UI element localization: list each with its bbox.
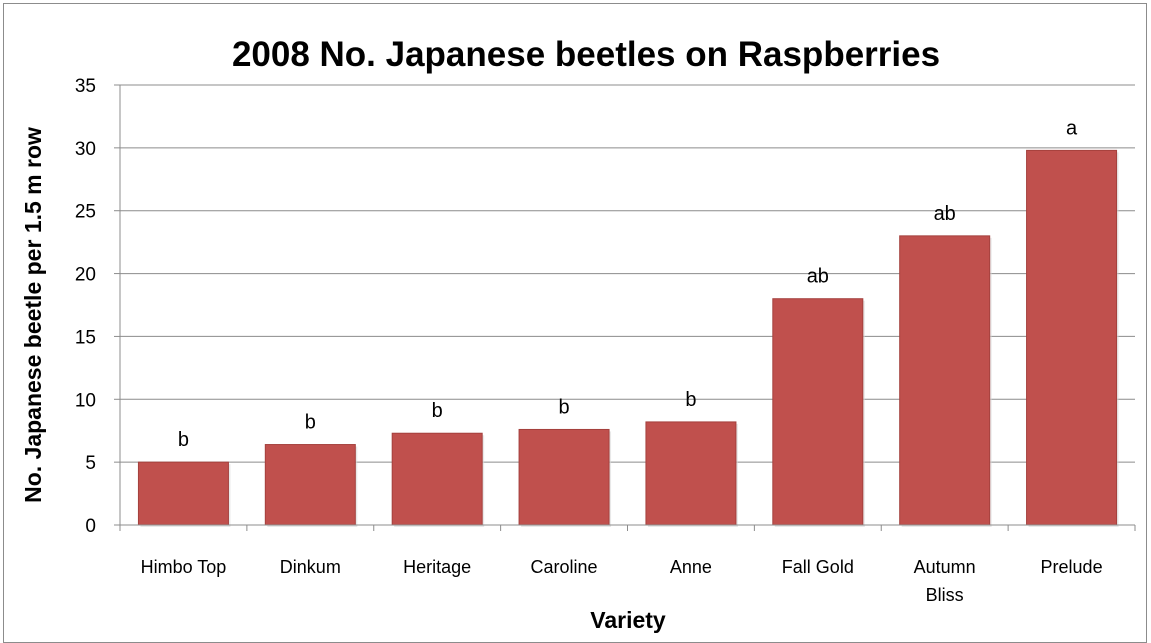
y-tick-label: 20: [75, 265, 96, 286]
bar: [1026, 149, 1118, 526]
gridlines: [120, 84, 1135, 463]
bar: [645, 421, 737, 526]
x-tick-label: Heritage: [403, 557, 471, 577]
x-tick-label: Dinkum: [280, 557, 341, 577]
x-axis-ticks: Himbo Top Dinkum Heritage Caroline Anne Fall …: [119, 525, 1136, 605]
data-label: a: [1066, 117, 1078, 139]
data-label: b: [305, 412, 316, 434]
y-tick-label: 30: [75, 139, 96, 160]
x-tick-label: Anne: [670, 557, 712, 577]
x-tick-label: Caroline: [531, 557, 598, 577]
x-axis-title: Variety: [590, 607, 666, 633]
y-tick-label: 0: [85, 516, 96, 537]
data-label: ab: [934, 203, 956, 225]
x-tick-label: Himbo Top: [141, 557, 227, 577]
y-tick-label: 35: [75, 76, 96, 97]
bar: [137, 461, 229, 526]
data-label: b: [685, 389, 696, 411]
y-tick-label: 10: [75, 390, 96, 411]
data-labels: b b b b b ab ab a: [178, 117, 1078, 451]
axes: [119, 85, 1135, 526]
data-label: b: [432, 400, 443, 422]
bars: [137, 149, 1119, 527]
x-tick-label: Fall Gold: [782, 557, 854, 577]
data-label: ab: [807, 266, 829, 288]
y-tick-label: 15: [75, 327, 96, 348]
y-tick-label: 25: [75, 202, 96, 223]
bar: [264, 444, 356, 526]
x-tick-label: Autumn Bliss: [914, 557, 976, 605]
bar: [899, 235, 991, 526]
y-axis-title: No. Japanese beetle per 1.5 m row: [20, 127, 46, 503]
data-label: b: [559, 396, 570, 418]
y-tick-label: 5: [85, 453, 96, 474]
x-tick-label: Prelude: [1041, 557, 1103, 577]
data-label: b: [178, 429, 189, 451]
bar: [772, 298, 864, 526]
y-axis-ticks: 0 5 10 15 20 25 30 35: [75, 76, 120, 537]
bar: [518, 428, 610, 526]
bar: [391, 432, 483, 526]
chart-frame: 2008 No. Japanese beetles on Raspberries…: [3, 3, 1147, 643]
chart-title: 2008 No. Japanese beetles on Raspberries: [232, 35, 940, 74]
